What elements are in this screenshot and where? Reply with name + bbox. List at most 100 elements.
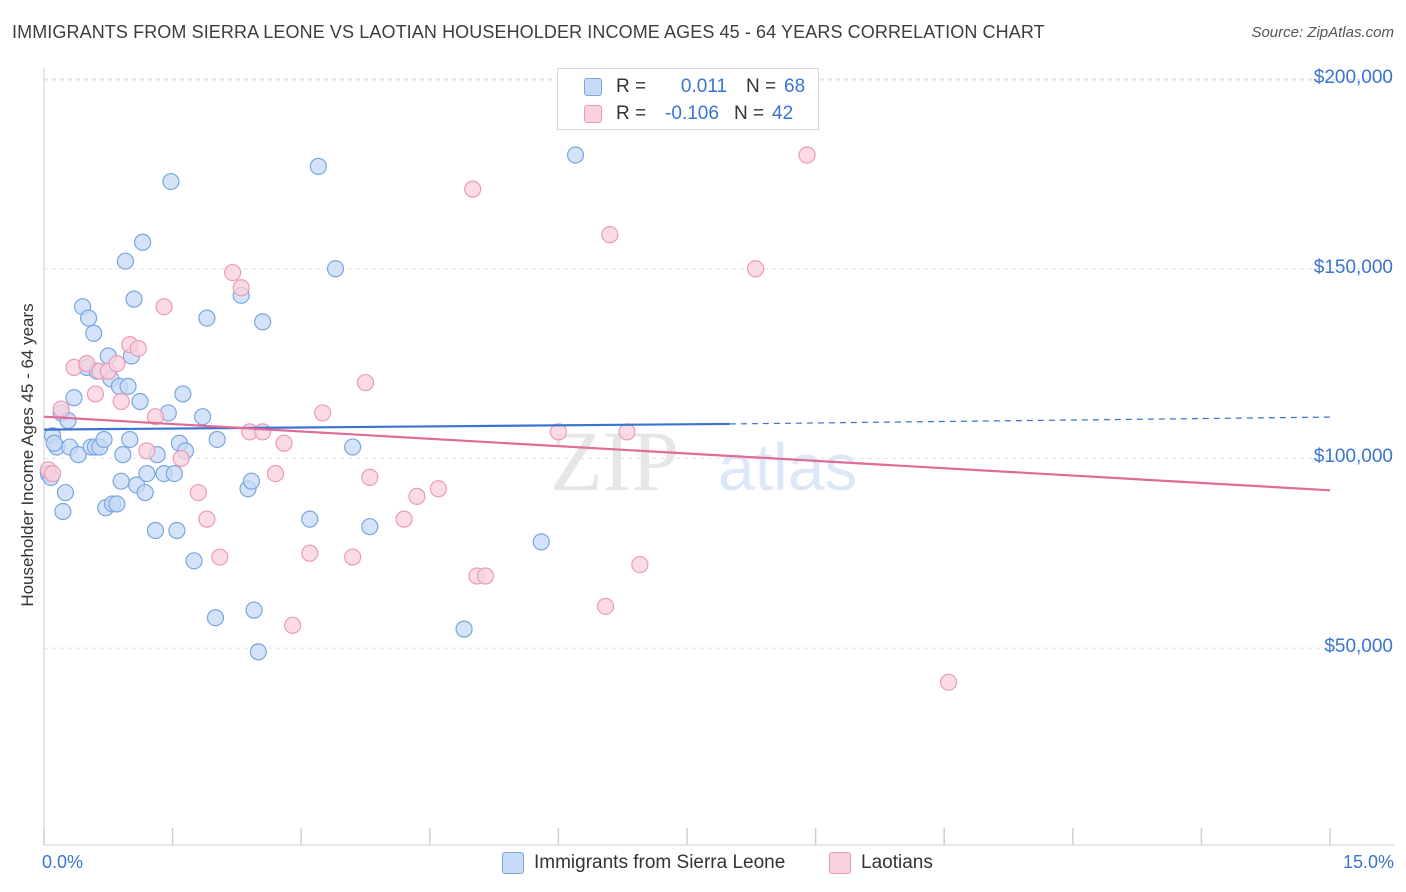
y-tick-label: $200,000 <box>1313 67 1393 89</box>
y-axis-label: Householder Income Ages 45 - 64 years <box>18 303 37 607</box>
point-sierra-leone <box>116 252 135 270</box>
point-laotians <box>266 465 285 483</box>
point-laotians <box>798 146 816 164</box>
point-sierra-leone <box>165 465 183 483</box>
source-credit: Source: ZipAtlas.com <box>1251 24 1394 41</box>
trend-lines <box>43 415 1331 492</box>
trend-line-laotians <box>43 415 1331 492</box>
legend-swatch-blue <box>502 852 524 874</box>
legend-r-value: 0.011 <box>680 76 728 97</box>
point-sierra-leone <box>185 552 203 570</box>
point-laotians <box>211 548 229 566</box>
point-sierra-leone <box>206 609 225 627</box>
point-laotians <box>155 298 173 316</box>
point-laotians <box>86 385 105 403</box>
watermark: ZIP atlas <box>550 413 857 509</box>
point-laotians <box>408 487 426 505</box>
point-sierra-leone <box>133 233 152 251</box>
y-tick-label: $50,000 <box>1324 636 1393 658</box>
legend-n-value: 42 <box>772 103 794 124</box>
point-sierra-leone <box>242 472 261 490</box>
point-laotians <box>189 483 207 502</box>
point-sierra-leone <box>95 430 113 449</box>
point-sierra-leone <box>65 389 83 407</box>
y-tick-label: $100,000 <box>1313 446 1393 468</box>
legend-swatch-blue <box>584 78 602 96</box>
point-laotians <box>254 423 272 441</box>
chart-title: IMMIGRANTS FROM SIERRA LEONE VS LAOTIAN … <box>12 22 1045 42</box>
point-sierra-leone <box>208 430 226 449</box>
point-sierra-leone <box>119 377 137 395</box>
point-sierra-leone <box>326 260 345 278</box>
watermark-atlas: atlas <box>718 430 857 504</box>
point-laotians <box>601 226 619 244</box>
legend-r-label: R = <box>616 76 647 97</box>
legend-r-label: R = <box>616 103 647 124</box>
point-laotians <box>314 404 332 422</box>
point-laotians <box>129 339 147 358</box>
point-sierra-leone <box>85 324 103 342</box>
point-laotians <box>78 355 96 373</box>
point-sierra-leone <box>361 518 379 536</box>
point-laotians <box>618 423 636 441</box>
point-sierra-leone <box>79 309 98 327</box>
point-laotians <box>746 260 765 278</box>
point-sierra-leone <box>125 290 143 308</box>
point-sierra-leone <box>344 438 362 456</box>
point-sierra-leone <box>112 472 130 490</box>
x-min-label: 0.0% <box>42 852 84 872</box>
y-tick-label: $150,000 <box>1313 256 1393 278</box>
point-laotians <box>476 567 495 585</box>
point-sierra-leone <box>162 172 180 191</box>
point-laotians <box>284 616 302 634</box>
point-laotians <box>361 468 379 486</box>
trend-line-sierra-leone-extension <box>729 416 1331 425</box>
point-sierra-leone <box>532 533 550 551</box>
legend-row-sierra-leone: R = 0.011 N = 68 <box>584 76 805 98</box>
point-laotians <box>146 408 165 426</box>
point-laotians <box>549 423 568 441</box>
point-sierra-leone <box>108 495 126 513</box>
point-sierra-leone <box>566 146 585 164</box>
legend-swatch-pink <box>584 105 602 123</box>
stats-legend: R = 0.011 N = 68 R = -0.106 N = 42 <box>557 68 819 130</box>
point-sierra-leone <box>174 385 192 403</box>
point-sierra-leone <box>54 502 72 521</box>
point-laotians <box>275 434 293 452</box>
point-sierra-leone <box>121 430 139 449</box>
point-laotians <box>138 442 156 460</box>
point-sierra-leone <box>45 434 63 452</box>
point-laotians <box>172 449 190 468</box>
legend-n-label: N = <box>734 103 765 124</box>
point-sierra-leone <box>309 157 327 175</box>
legend-r-value: -0.106 <box>665 103 719 124</box>
data-points <box>39 146 958 691</box>
point-sierra-leone <box>245 601 263 619</box>
x-max-label: 15.0% <box>1342 852 1394 872</box>
point-laotians <box>198 510 216 528</box>
point-sierra-leone <box>136 483 154 502</box>
point-laotians <box>232 279 250 297</box>
point-laotians <box>301 544 319 562</box>
point-laotians <box>596 597 615 615</box>
point-sierra-leone <box>301 510 319 528</box>
point-sierra-leone <box>114 446 132 464</box>
point-sierra-leone <box>455 620 473 638</box>
legend-swatch-pink <box>829 852 851 874</box>
point-sierra-leone <box>69 446 87 464</box>
point-sierra-leone <box>249 643 267 661</box>
legend-n-value: 68 <box>784 76 806 97</box>
point-sierra-leone <box>168 521 186 540</box>
point-laotians <box>224 263 242 282</box>
legend-series1-label: Immigrants from Sierra Leone <box>534 852 786 873</box>
point-laotians <box>395 510 413 528</box>
point-sierra-leone <box>56 483 75 502</box>
point-laotians <box>112 392 130 411</box>
point-sierra-leone <box>146 521 165 540</box>
legend-n-label: N = <box>746 76 777 97</box>
point-laotians <box>344 548 362 566</box>
point-laotians <box>429 480 447 498</box>
legend-row-laotians: R = -0.106 N = 42 <box>584 103 793 125</box>
point-laotians <box>464 180 482 198</box>
